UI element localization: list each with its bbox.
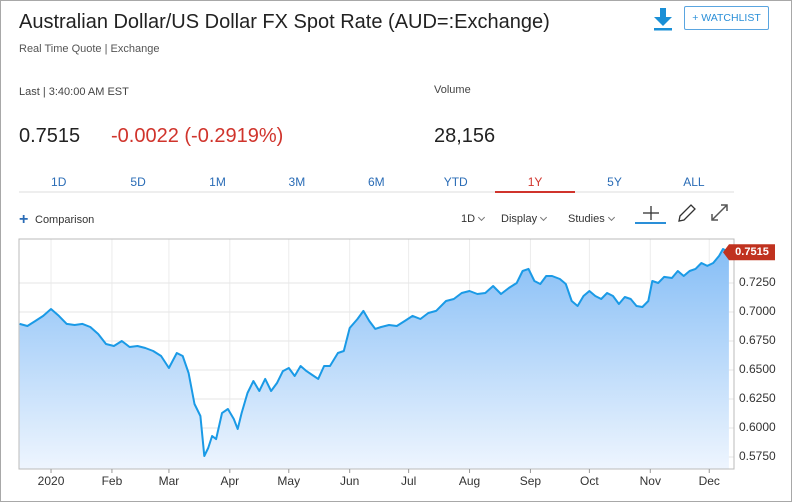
interval-label: 1D <box>461 213 476 225</box>
range-tab[interactable]: 6M <box>367 175 385 189</box>
x-tick-label: 2020 <box>38 474 65 488</box>
y-tick-label: 0.6250 <box>739 391 776 405</box>
subtitle: Real Time Quote | Exchange <box>19 43 160 55</box>
area <box>19 249 729 469</box>
x-tick-label: Aug <box>459 474 480 488</box>
chevron <box>607 213 615 222</box>
display-menu[interactable]: Display <box>501 213 548 225</box>
range-tab[interactable]: YTD <box>443 175 468 189</box>
volume-label: Volume <box>434 84 471 96</box>
display-label: Display <box>501 213 538 225</box>
x-tick-label: Mar <box>159 474 180 488</box>
title: Australian Dollar/US Dollar FX Spot Rate… <box>19 11 550 33</box>
range-tab[interactable]: 1M <box>209 175 226 189</box>
y-tick-label: 0.5750 <box>739 449 776 463</box>
range-tab[interactable]: ALL <box>683 175 705 189</box>
last-label: Last | 3:40:00 AM EST <box>19 86 129 98</box>
watchlist-button[interactable]: + WATCHLIST <box>684 6 769 30</box>
chevron <box>540 213 548 222</box>
range-tab[interactable]: 5Y <box>607 175 622 189</box>
chevron <box>478 213 486 222</box>
y-tick-label: 0.6500 <box>739 362 776 376</box>
y-tick-label: 0.6000 <box>739 420 776 434</box>
range-tab[interactable]: 5D <box>130 175 146 189</box>
x-tick-label: Feb <box>102 474 123 488</box>
x-tick-label: Apr <box>220 474 239 488</box>
range-tab[interactable]: 1D <box>51 175 67 189</box>
price: 0.7515 <box>19 125 81 147</box>
y-tick-label: 0.7000 <box>739 304 776 318</box>
expand-icon[interactable] <box>711 204 728 221</box>
studies-label: Studies <box>568 213 605 225</box>
x-tick-label: May <box>277 474 300 488</box>
y-tick-label: 0.6750 <box>739 333 776 347</box>
download-icon[interactable] <box>654 8 672 31</box>
x-tick-label: Jun <box>340 474 359 488</box>
studies-menu[interactable]: Studies <box>568 213 615 225</box>
y-tick-label: 0.7250 <box>739 275 776 289</box>
volume: 28,156 <box>434 125 496 147</box>
last-price-badge <box>723 244 775 261</box>
interval-menu[interactable]: 1D <box>461 213 486 225</box>
x-tick-label: Jul <box>401 474 416 488</box>
comparison-button[interactable]: Comparison <box>35 214 95 226</box>
range-tab[interactable]: 1Y <box>495 175 575 193</box>
x-tick-label: Dec <box>699 474 720 488</box>
range-tab[interactable]: 3M <box>288 175 306 189</box>
price-line <box>19 248 730 457</box>
x-tick-label: Nov <box>640 474 661 488</box>
draw-icon[interactable] <box>678 204 696 222</box>
x-tick-label: Sep <box>520 474 542 488</box>
x-tick-label: Oct <box>580 474 599 488</box>
plus-icon: + <box>19 211 29 228</box>
plot-frame <box>18 238 735 470</box>
change: -0.0022 (-0.2919%) <box>111 125 284 147</box>
crosshair-icon[interactable] <box>643 206 659 220</box>
last-price-label: 0.7515 <box>735 246 769 258</box>
